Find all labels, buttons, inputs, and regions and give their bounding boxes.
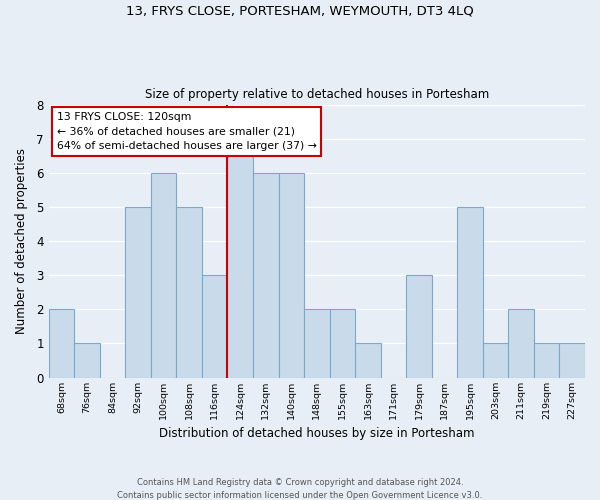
Bar — [151, 173, 176, 378]
Bar — [253, 173, 278, 378]
Bar — [202, 276, 227, 378]
Bar — [278, 173, 304, 378]
Text: 13 FRYS CLOSE: 120sqm
← 36% of detached houses are smaller (21)
64% of semi-deta: 13 FRYS CLOSE: 120sqm ← 36% of detached … — [57, 112, 317, 152]
Bar — [329, 310, 355, 378]
Bar — [355, 344, 380, 378]
Text: 13, FRYS CLOSE, PORTESHAM, WEYMOUTH, DT3 4LQ: 13, FRYS CLOSE, PORTESHAM, WEYMOUTH, DT3… — [126, 5, 474, 18]
Bar — [304, 310, 329, 378]
X-axis label: Distribution of detached houses by size in Portesham: Distribution of detached houses by size … — [159, 427, 475, 440]
Bar — [227, 139, 253, 378]
Bar — [49, 310, 74, 378]
Bar — [74, 344, 100, 378]
Bar — [176, 207, 202, 378]
Bar — [559, 344, 585, 378]
Y-axis label: Number of detached properties: Number of detached properties — [15, 148, 28, 334]
Text: Contains HM Land Registry data © Crown copyright and database right 2024.
Contai: Contains HM Land Registry data © Crown c… — [118, 478, 482, 500]
Bar — [534, 344, 559, 378]
Bar — [483, 344, 508, 378]
Bar — [457, 207, 483, 378]
Title: Size of property relative to detached houses in Portesham: Size of property relative to detached ho… — [145, 88, 489, 101]
Bar — [406, 276, 432, 378]
Bar — [125, 207, 151, 378]
Bar — [508, 310, 534, 378]
